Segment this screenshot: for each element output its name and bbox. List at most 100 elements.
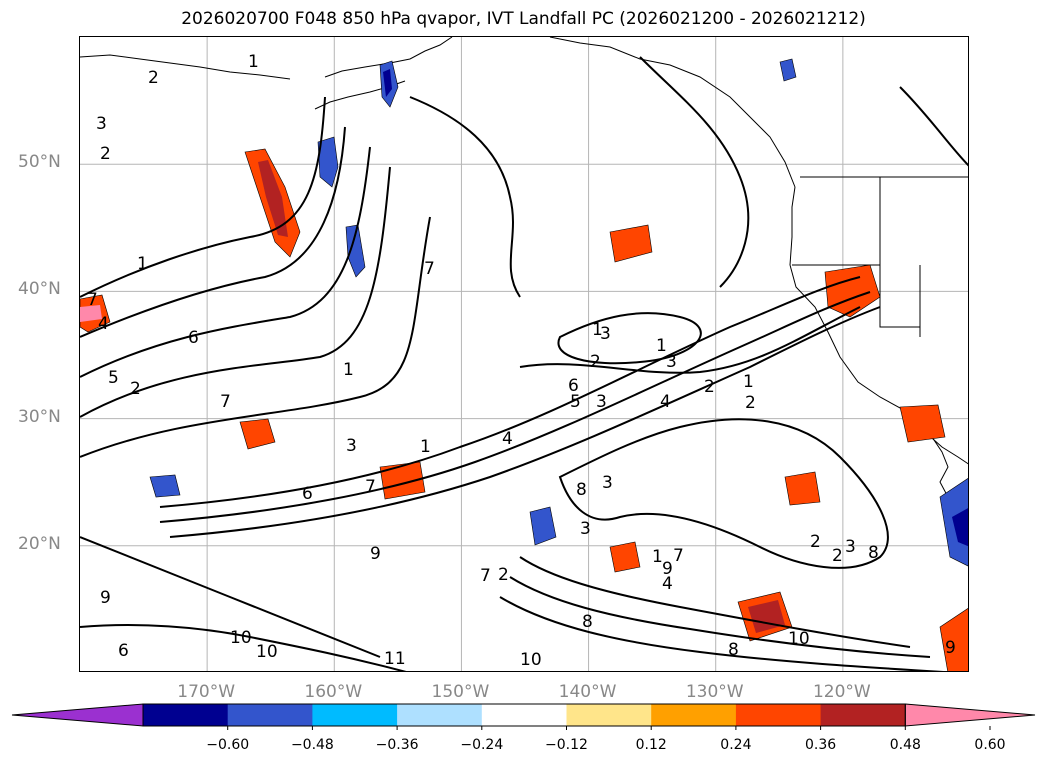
contour-label: 10	[256, 642, 278, 662]
contour-line	[159, 291, 871, 523]
contour-line	[639, 56, 750, 288]
aleutians	[80, 54, 291, 80]
contour-line	[159, 276, 861, 508]
contour-label: 10	[788, 629, 810, 649]
contour-label: 7	[424, 259, 435, 279]
contour-label: 1	[420, 437, 431, 457]
contour-line	[519, 306, 861, 374]
contour-label: 3	[596, 392, 607, 412]
contour-label: 6	[302, 484, 313, 504]
colorbar-outline	[142, 703, 906, 727]
contour-label: 7	[87, 290, 98, 310]
contour-label: 11	[384, 649, 406, 669]
negative-anomaly	[317, 136, 339, 188]
negative-anomaly-core	[383, 69, 392, 97]
contour-line	[499, 596, 944, 671]
negative-anomaly	[345, 224, 366, 278]
ivt-contours	[80, 56, 968, 671]
positive-anomaly	[609, 541, 641, 573]
contour-label: 10	[520, 650, 542, 670]
map-panel: 2 1 3 2 1 7 4 6 5 2 7 1 3 1 6 7 4 5 3 1 3 4 2 1 2 3 8 9 7 2 9 6 10 10 11 10…	[79, 36, 969, 672]
contour-label: 6	[118, 641, 129, 661]
contour-label: 6	[188, 328, 199, 348]
coastlines	[80, 37, 968, 535]
contour-label: 1	[137, 254, 148, 274]
contour-label: 2	[810, 532, 821, 552]
contour-label: 7	[365, 477, 376, 497]
contour-label: 2	[498, 565, 509, 585]
longitude-label: 150°W	[431, 682, 490, 702]
contour-label: 3	[845, 537, 856, 557]
contour-label: 6	[568, 376, 579, 396]
map-title: 2026020700 F048 850 hPa qvapor, IVT Land…	[181, 9, 866, 29]
colorbar-tick-label: 0.48	[889, 737, 921, 753]
contour-line	[558, 418, 889, 569]
contour-line	[80, 624, 407, 671]
contour-label: 1	[248, 52, 259, 72]
contour-label: 7	[673, 546, 684, 566]
positive-anomaly	[239, 418, 276, 450]
contour-line	[509, 576, 931, 658]
contour-label: 1	[343, 360, 354, 380]
contour-label: 3	[602, 473, 613, 493]
contour-line	[80, 126, 346, 338]
positive-anomaly	[899, 404, 946, 443]
contour-line	[80, 166, 391, 418]
negative-anomaly-core	[952, 508, 968, 547]
contour-label: 2	[130, 379, 141, 399]
colorbar-bin	[481, 704, 567, 726]
gulf-alaska-coast	[549, 37, 796, 188]
contour-label: 2	[148, 68, 159, 88]
colorbar-bin	[397, 704, 483, 726]
contour-line	[80, 536, 381, 658]
colorbar-bin	[735, 704, 822, 726]
contour-label: 2	[704, 377, 715, 397]
colorbar-extension-low	[11, 703, 144, 727]
contour-line	[80, 96, 326, 298]
colorbar	[11, 703, 1036, 730]
contour-label: 3	[666, 352, 677, 372]
anomaly-shading	[80, 58, 968, 671]
positive-anomaly	[784, 471, 821, 506]
colorbar-tick-label: 0.24	[720, 737, 752, 753]
positive-anomaly	[609, 224, 653, 263]
contour-label: 9	[945, 638, 956, 658]
contour-label: 1	[743, 372, 754, 392]
contour-label: 5	[108, 368, 119, 388]
longitude-label: 160°W	[304, 682, 363, 702]
alaska-coast	[324, 37, 453, 78]
negative-anomaly	[149, 474, 181, 498]
contour-label: 2	[832, 546, 843, 566]
colorbar-bin	[820, 704, 906, 726]
contour-line	[169, 306, 881, 538]
contour-label: 3	[580, 519, 591, 539]
contour-label: 4	[502, 429, 513, 449]
colorbar-bin	[651, 704, 737, 726]
graticule	[80, 37, 968, 671]
contour-label: 1	[656, 336, 667, 356]
contour-label: 8	[728, 640, 739, 660]
contour-label: 2	[590, 352, 601, 372]
contour-line	[80, 216, 431, 458]
contour-line	[557, 312, 702, 365]
colorbar-bin	[312, 704, 398, 726]
contour-label: 10	[230, 628, 252, 648]
contour-label: 3	[346, 436, 357, 456]
colorbar-tick-label: 0.12	[635, 737, 667, 753]
contour-line	[80, 146, 371, 378]
negative-anomaly	[529, 506, 557, 546]
contour-label: 5	[570, 392, 581, 412]
contour-label: 1	[592, 320, 603, 340]
latitude-label: 40°N	[18, 279, 61, 300]
state-borders	[792, 177, 921, 337]
contour-label: 3	[96, 114, 107, 134]
contour-label: 2	[100, 144, 111, 164]
colorbar-extension-high	[904, 703, 1036, 727]
contour-line	[899, 86, 968, 167]
contour-label: 4	[662, 574, 673, 594]
colorbar-tick-label: −0.48	[290, 737, 334, 753]
positive-anomaly-core	[258, 160, 288, 237]
contour-label: 9	[370, 544, 381, 564]
